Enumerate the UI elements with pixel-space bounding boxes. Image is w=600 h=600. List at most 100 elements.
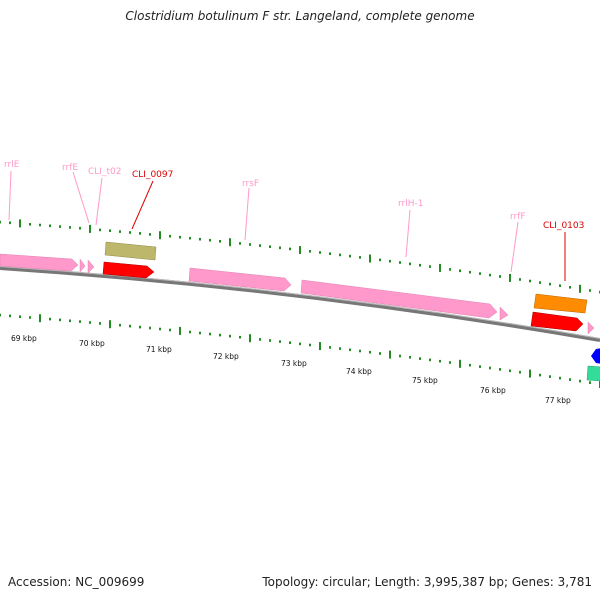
major-tick	[389, 350, 391, 359]
minor-tick	[69, 319, 71, 323]
minor-tick	[119, 323, 121, 327]
scale-label: 74 kbp	[346, 367, 372, 376]
minor-tick	[489, 366, 491, 370]
label-CLI_0097[interactable]: CLI_0097	[132, 170, 173, 180]
minor-tick	[409, 262, 411, 266]
major-tick	[579, 284, 581, 293]
minor-tick	[79, 226, 81, 230]
major-tick	[319, 342, 321, 351]
minor-tick	[89, 321, 91, 324]
minor-tick	[499, 368, 501, 371]
scale-label: 70 kbp	[79, 339, 105, 348]
minor-tick	[469, 363, 471, 367]
major-tick	[39, 314, 41, 323]
major-tick	[509, 273, 511, 282]
minor-tick	[539, 281, 541, 284]
minor-tick	[369, 350, 371, 354]
CLI-t02-feature[interactable]	[87, 259, 95, 274]
minor-tick	[269, 339, 271, 342]
minor-tick	[389, 259, 391, 263]
cds-red-feature-2[interactable]	[530, 311, 584, 332]
minor-tick	[569, 378, 571, 381]
major-tick	[529, 369, 531, 378]
minor-tick	[279, 340, 281, 343]
minor-tick	[109, 229, 111, 232]
cds-teal-feature[interactable]	[586, 365, 600, 382]
minor-tick	[339, 253, 341, 257]
minor-tick	[549, 375, 551, 378]
minor-tick	[139, 325, 141, 329]
CLI-0097-feature[interactable]	[102, 261, 155, 279]
minor-tick	[199, 237, 201, 241]
label-rrlH-1[interactable]: rrlH-1	[398, 199, 423, 209]
minor-tick	[459, 269, 461, 273]
rrfE-feature[interactable]	[79, 258, 86, 273]
minor-tick	[359, 256, 361, 259]
minor-tick	[559, 376, 561, 380]
minor-tick	[429, 265, 431, 268]
label-rrfF[interactable]: rrfF	[510, 212, 526, 222]
minor-tick	[159, 327, 161, 331]
label-CLI_0103[interactable]: CLI_0103	[543, 221, 584, 231]
minor-tick	[349, 348, 351, 352]
rna-features	[0, 253, 595, 335]
minor-tick	[429, 358, 431, 362]
minor-tick	[289, 341, 291, 344]
minor-tick	[329, 346, 331, 349]
CLI-0097-khaki-feature[interactable]	[104, 241, 157, 261]
label-CLI_t02[interactable]: CLI_t02	[88, 167, 121, 177]
label-leaders	[8, 170, 566, 281]
minor-tick	[419, 263, 421, 267]
minor-tick	[19, 315, 21, 318]
minor-tick	[379, 352, 381, 355]
scale-label: 75 kbp	[412, 376, 438, 385]
genome-backbone	[0, 266, 600, 342]
minor-tick	[549, 282, 551, 286]
scale-label: 73 kbp	[281, 359, 307, 368]
map-title: Clostridium botulinum F str. Langeland, …	[125, 9, 475, 23]
minor-tick	[209, 332, 211, 336]
minor-tick	[589, 289, 591, 292]
minor-tick	[179, 235, 181, 239]
minor-tick	[189, 330, 191, 334]
major-tick	[459, 359, 461, 368]
label-rrsF[interactable]: rrsF	[242, 179, 259, 189]
minor-tick	[499, 275, 501, 278]
rrsF-feature[interactable]	[188, 267, 292, 292]
minor-tick	[169, 328, 171, 332]
minor-tick	[129, 324, 131, 328]
minor-tick	[239, 335, 241, 339]
minor-tick	[269, 245, 271, 248]
minor-tick	[149, 233, 151, 236]
label-rrfE[interactable]: rrfE	[62, 163, 78, 173]
minor-tick	[9, 314, 11, 318]
minor-tick	[519, 370, 521, 374]
minor-tick	[139, 232, 141, 235]
minor-tick	[199, 331, 201, 335]
minor-tick	[99, 228, 101, 232]
rrlE-feature[interactable]	[0, 253, 79, 272]
minor-tick	[49, 224, 51, 228]
minor-tick	[489, 273, 491, 277]
minor-tick	[479, 272, 481, 275]
minor-tick	[169, 234, 171, 238]
label-rrlE[interactable]: rrlE	[4, 160, 20, 170]
major-tick	[439, 263, 441, 272]
minor-tick	[0, 313, 1, 317]
CLI-0103-feature[interactable]	[533, 293, 588, 314]
minor-tick	[449, 268, 451, 271]
minor-tick	[289, 247, 291, 251]
major-tick	[19, 219, 21, 228]
scale-label: 71 kbp	[146, 345, 172, 354]
rna-feature-edge[interactable]	[587, 321, 595, 335]
rrlH-1-feature[interactable]	[300, 279, 498, 319]
rrfF-feature[interactable]	[499, 306, 509, 321]
minor-tick	[59, 318, 61, 322]
minor-tick	[99, 322, 101, 325]
scale-label: 69 kbp	[11, 334, 37, 343]
minor-tick	[479, 365, 481, 368]
minor-tick	[129, 231, 131, 234]
cds-blue-feature[interactable]	[591, 348, 600, 364]
minor-tick	[219, 240, 221, 243]
major-tick	[369, 254, 371, 263]
